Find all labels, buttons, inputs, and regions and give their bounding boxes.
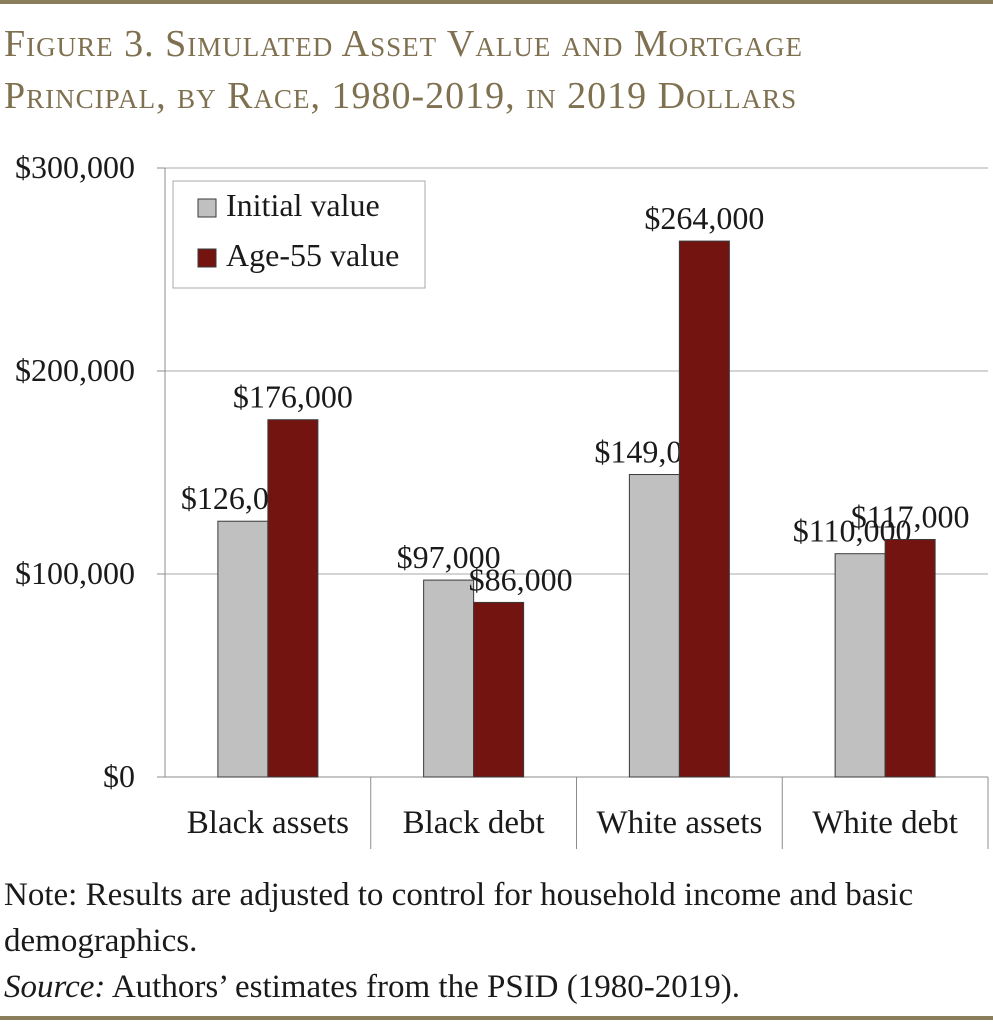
bar-age55-value (678, 240, 730, 778)
y-tick-label: $200,000 (15, 352, 135, 388)
x-category-label: Black debt (403, 805, 545, 841)
source-label: Source: (4, 969, 106, 1005)
source-line: Source: Authors’ estimates from the PSID… (4, 964, 989, 1010)
x-category-label: Black assets (187, 805, 349, 841)
data-label: $86,000 (469, 561, 573, 597)
top-rule (0, 0, 993, 4)
legend-label: Age-55 value (226, 237, 399, 273)
bar-initial-value (834, 553, 886, 778)
data-label: $264,000 (644, 200, 764, 236)
bar-age55-value (473, 601, 525, 778)
data-label: $97,000 (397, 539, 501, 575)
data-label: $176,000 (233, 379, 353, 415)
legend-swatch-age55 (197, 248, 217, 268)
figure-title-line-1: Figure 3. Simulated Asset Value and Mort… (4, 23, 803, 65)
y-tick-label: $100,000 (15, 555, 135, 591)
bar-age55-value (884, 538, 936, 778)
data-label: $117,000 (851, 498, 970, 534)
bar-initial-value (217, 520, 269, 778)
bar-chart: $0 $100,000 $200,000 $300,000 Black assets Bl… (15, 150, 989, 849)
bar-initial-value (628, 474, 680, 778)
x-category-label: White debt (812, 805, 958, 841)
figure-title: Figure 3. Simulated Asset Value and Mort… (4, 18, 989, 122)
note-text: Note: Results are adjusted to control fo… (4, 877, 914, 959)
figure-notes: Note: Results are adjusted to control fo… (4, 872, 989, 1010)
y-tick-label: $0 (103, 758, 135, 794)
legend-swatch-initial (197, 198, 217, 218)
figure-title-line-2: Principal, by Race, 1980-2019, in 2019 D… (4, 75, 798, 117)
bottom-rule (0, 1016, 993, 1020)
x-category-label: White assets (596, 805, 762, 841)
source-text: Authors’ estimates from the PSID (1980-2… (105, 969, 740, 1005)
legend-label: Initial value (226, 187, 380, 223)
bar-initial-value (423, 579, 475, 778)
bar-age55-value (267, 419, 319, 778)
y-tick-label: $300,000 (15, 150, 135, 185)
